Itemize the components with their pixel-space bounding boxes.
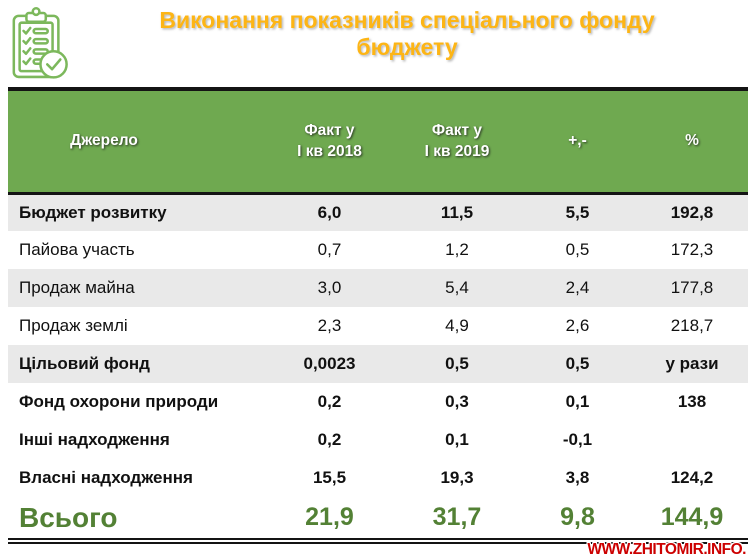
row-label: Продаж майна [19, 278, 135, 297]
watermark: WWW.ZHITOMIR.INFO. [587, 541, 746, 558]
table-row: Цільовий фонд 0,0023 0,5 0,5 у рази [8, 345, 748, 383]
table-body: Бюджет розвитку 6,0 11,5 5,5 192,8 Пайова уча… [8, 193, 748, 541]
row-label: Власні надходження [19, 468, 193, 487]
cell-percent: 192,8 [670, 202, 714, 222]
cell-fact-2019: 5,4 [445, 278, 469, 297]
budget-table: Джерело Факт у І кв 2018 Факт у І кв 201… [8, 87, 748, 544]
cell-fact-2018: 21,9 [305, 503, 354, 531]
table-row: Пайова участь 0,7 1,2 0,5 172,3 [8, 231, 748, 269]
cell-fact-2019: 31,7 [432, 503, 482, 531]
cell-delta: 9,8 [560, 503, 595, 531]
col-header-delta: +,- [519, 89, 636, 193]
cell-delta: 5,5 [565, 202, 590, 222]
cell-percent: 172,3 [670, 240, 714, 259]
row-label: Всього [19, 501, 118, 533]
table-row: Фонд охорони природи 0,2 0,3 0,1 138 [8, 383, 748, 421]
cell-percent: 124,2 [670, 468, 714, 487]
checklist-clipboard-icon [8, 5, 72, 88]
page-title-line2: бюджету [356, 34, 458, 61]
row-label: Бюджет розвитку [19, 202, 167, 222]
cell-percent: 138 [677, 392, 707, 411]
cell-fact-2018: 3,0 [317, 278, 342, 297]
cell-fact-2019: 4,9 [445, 316, 469, 335]
cell-fact-2019: 0,1 [445, 430, 469, 449]
cell-delta: 0,1 [565, 392, 590, 411]
table-row: Бюджет розвитку 6,0 11,5 5,5 192,8 [8, 193, 748, 231]
cell-fact-2019: 0,3 [445, 392, 469, 411]
cell-percent: 177,8 [670, 278, 714, 297]
cell-fact-2018: 2,3 [317, 316, 342, 335]
table-row: Власні надходження 15,5 19,3 3,8 124,2 [8, 459, 748, 497]
cell-delta: 0,5 [565, 354, 590, 373]
cell-percent: 218,7 [670, 316, 714, 335]
cell-fact-2018: 0,0023 [303, 354, 356, 373]
cell-percent [636, 421, 748, 459]
col-header-fact-2018: Факт у І кв 2018 [264, 89, 395, 193]
page-title: Виконання показників спеціального фонду б… [72, 5, 742, 61]
cell-fact-2018: 6,0 [317, 202, 342, 222]
table-row: Продаж землі 2,3 4,9 2,6 218,7 [8, 307, 748, 345]
table-row: Інші надходження 0,2 0,1 -0,1 [8, 421, 748, 459]
header-row: Джерело Факт у І кв 2018 Факт у І кв 201… [8, 89, 748, 193]
row-label: Інші надходження [19, 430, 170, 449]
cell-delta: -0,1 [562, 430, 593, 449]
table-row: Продаж майна 3,0 5,4 2,4 177,8 [8, 269, 748, 307]
col-header-fact-2019: Факт у І кв 2019 [395, 89, 519, 193]
cell-fact-2018: 0,7 [317, 240, 342, 259]
cell-delta: 0,5 [565, 240, 590, 259]
cell-fact-2019: 19,3 [440, 468, 474, 487]
cell-fact-2018: 15,5 [312, 468, 347, 487]
table-header: Джерело Факт у І кв 2018 Факт у І кв 201… [8, 89, 748, 193]
cell-fact-2018: 0,2 [317, 430, 342, 449]
cell-fact-2019: 0,5 [445, 354, 469, 373]
cell-fact-2019: 1,2 [445, 240, 469, 259]
page-title-line1: Виконання показників спеціального фонду [159, 7, 655, 33]
col-header-percent: % [636, 89, 748, 193]
cell-delta: 2,6 [565, 316, 590, 335]
row-label: Фонд охорони природи [19, 392, 219, 411]
row-label: Пайова участь [19, 240, 135, 259]
cell-delta: 3,8 [565, 468, 590, 487]
table-row: Всього 21,9 31,7 9,8 144,9 [8, 497, 748, 541]
cell-delta: 2,4 [565, 278, 590, 297]
cell-fact-2018: 0,2 [317, 392, 342, 411]
cell-percent: 144,9 [660, 503, 724, 531]
col-header-source: Джерело [8, 89, 264, 193]
row-label: Продаж землі [19, 316, 128, 335]
row-label: Цільовий фонд [19, 354, 150, 373]
cell-percent: у рази [665, 354, 719, 373]
cell-fact-2019: 11,5 [440, 202, 474, 222]
slide-header: Виконання показників спеціального фонду б… [0, 0, 748, 87]
